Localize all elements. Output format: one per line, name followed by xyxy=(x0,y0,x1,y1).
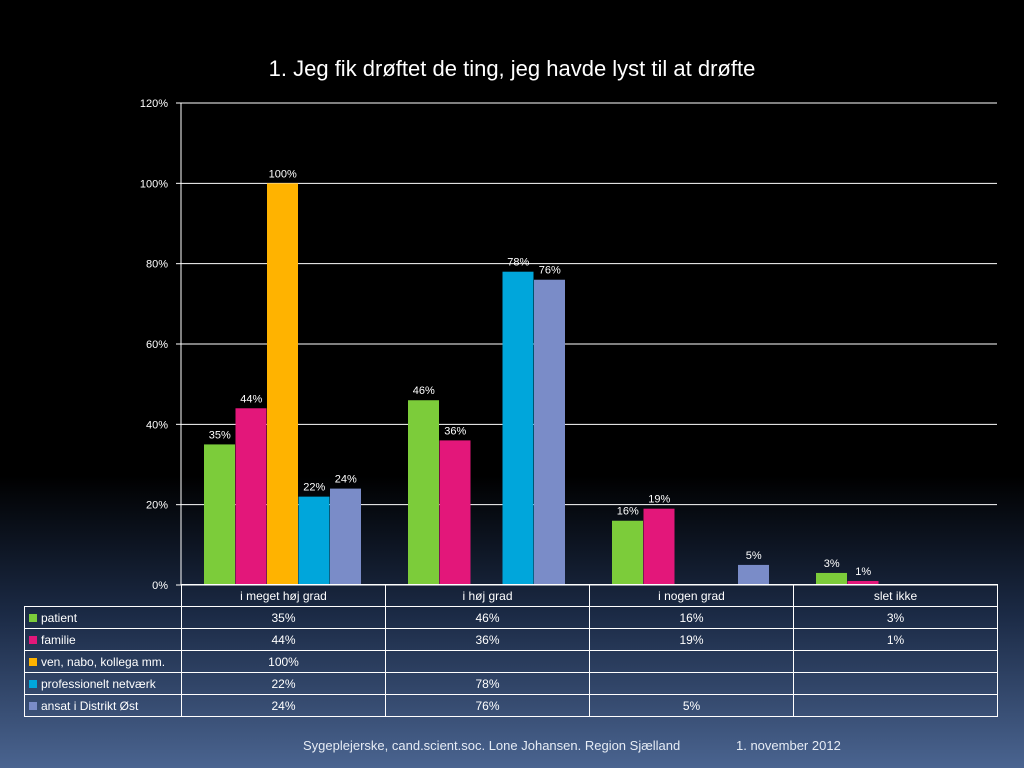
table-cell: 1% xyxy=(793,628,998,651)
y-tick-label: 60% xyxy=(146,339,168,351)
y-tick-label: 80% xyxy=(146,259,168,271)
legend-entry: patient xyxy=(24,606,182,629)
data-label: 3% xyxy=(824,558,840,570)
category-label: i nogen grad xyxy=(589,584,794,607)
table-cell xyxy=(385,650,590,673)
chart-title: 1. Jeg fik drøftet de ting, jeg havde ly… xyxy=(268,56,756,81)
table-cell: 16% xyxy=(589,606,794,629)
data-label: 78% xyxy=(507,257,529,269)
footer-date: 1. november 2012 xyxy=(736,738,841,753)
bar xyxy=(534,279,565,585)
table-cell: 78% xyxy=(385,672,590,695)
legend-entry: familie xyxy=(24,628,182,651)
table-cell: 5% xyxy=(589,694,794,717)
bar xyxy=(643,508,675,585)
data-label: 19% xyxy=(648,494,670,506)
table-row: patient 35% 46% 16% 3% xyxy=(24,606,998,629)
bar xyxy=(847,580,879,585)
table-cell: 35% xyxy=(181,606,386,629)
data-label: 76% xyxy=(539,265,561,277)
category-label: i meget høj grad xyxy=(181,584,386,607)
y-tick-label: 0% xyxy=(152,580,168,592)
legend-swatch xyxy=(29,614,37,623)
table-cell xyxy=(589,672,794,695)
data-label: 16% xyxy=(617,506,639,518)
data-label: 36% xyxy=(444,425,466,437)
table-row: ven, nabo, kollega mm. 100% xyxy=(24,650,998,673)
bar xyxy=(298,496,330,585)
y-tick-label: 120% xyxy=(140,98,168,110)
table-cell: 19% xyxy=(589,628,794,651)
category-label: slet ikke xyxy=(793,584,998,607)
table-cell xyxy=(793,650,998,673)
table-cell xyxy=(589,650,794,673)
series-name: professionelt netværk xyxy=(41,676,156,691)
data-label: 5% xyxy=(746,550,762,562)
series-name: ansat i Distrikt Øst xyxy=(41,698,139,713)
bar xyxy=(267,183,298,586)
legend-entry: ansat i Distrikt Øst xyxy=(24,694,182,717)
data-table: i meget høj grad i høj grad i nogen grad sl… xyxy=(24,584,998,717)
y-tick-label: 100% xyxy=(140,178,168,190)
bar xyxy=(502,271,534,585)
data-label: 46% xyxy=(413,385,435,397)
bar xyxy=(204,444,235,585)
footer-author: Sygeplejerske, cand.scient.soc. Lone Joh… xyxy=(303,738,681,753)
bar xyxy=(235,408,267,585)
data-label: 22% xyxy=(303,482,325,494)
table-cell: 24% xyxy=(181,694,386,717)
bar xyxy=(408,400,439,585)
data-label: 44% xyxy=(240,393,262,405)
bar xyxy=(330,488,361,585)
legend-swatch xyxy=(29,680,37,689)
table-header-row: i meget høj grad i høj grad i nogen grad sl… xyxy=(25,584,998,607)
table-cell: 100% xyxy=(181,650,386,673)
data-label: 24% xyxy=(335,474,357,486)
table-cell: 46% xyxy=(385,606,590,629)
series-name: familie xyxy=(41,632,76,647)
table-corner xyxy=(25,585,182,607)
table-cell: 76% xyxy=(385,694,590,717)
bar-chart: 0% 20% 40% 60% 80% 100% 120% 35% 44% 100% 22% 24% 46… xyxy=(140,98,879,592)
table-cell: 3% xyxy=(793,606,998,629)
table-row: professionelt netværk 22% 78% xyxy=(24,672,998,695)
data-label: 35% xyxy=(209,429,231,441)
y-tick-label: 40% xyxy=(146,419,168,431)
legend-swatch xyxy=(29,636,37,645)
legend-entry: ven, nabo, kollega mm. xyxy=(24,650,182,673)
table-cell: 36% xyxy=(385,628,590,651)
table-row: familie 44% 36% 19% 1% xyxy=(24,628,998,651)
category-label: i høj grad xyxy=(385,584,590,607)
bar xyxy=(612,520,643,585)
legend-swatch xyxy=(29,658,37,667)
table-cell xyxy=(793,672,998,695)
table-cell: 44% xyxy=(181,628,386,651)
data-label: 1% xyxy=(855,566,871,578)
data-label: 100% xyxy=(269,168,297,180)
legend-swatch xyxy=(29,702,37,711)
series-name: patient xyxy=(41,610,78,625)
table-row: ansat i Distrikt Øst 24% 76% 5% xyxy=(24,694,998,717)
bar xyxy=(816,572,847,585)
table-cell: 22% xyxy=(181,672,386,695)
y-tick-label: 20% xyxy=(146,500,168,512)
table-cell xyxy=(793,694,998,717)
bar xyxy=(439,440,471,585)
series-name: ven, nabo, kollega mm. xyxy=(41,654,166,669)
legend-entry: professionelt netværk xyxy=(24,672,182,695)
bar xyxy=(738,564,769,585)
